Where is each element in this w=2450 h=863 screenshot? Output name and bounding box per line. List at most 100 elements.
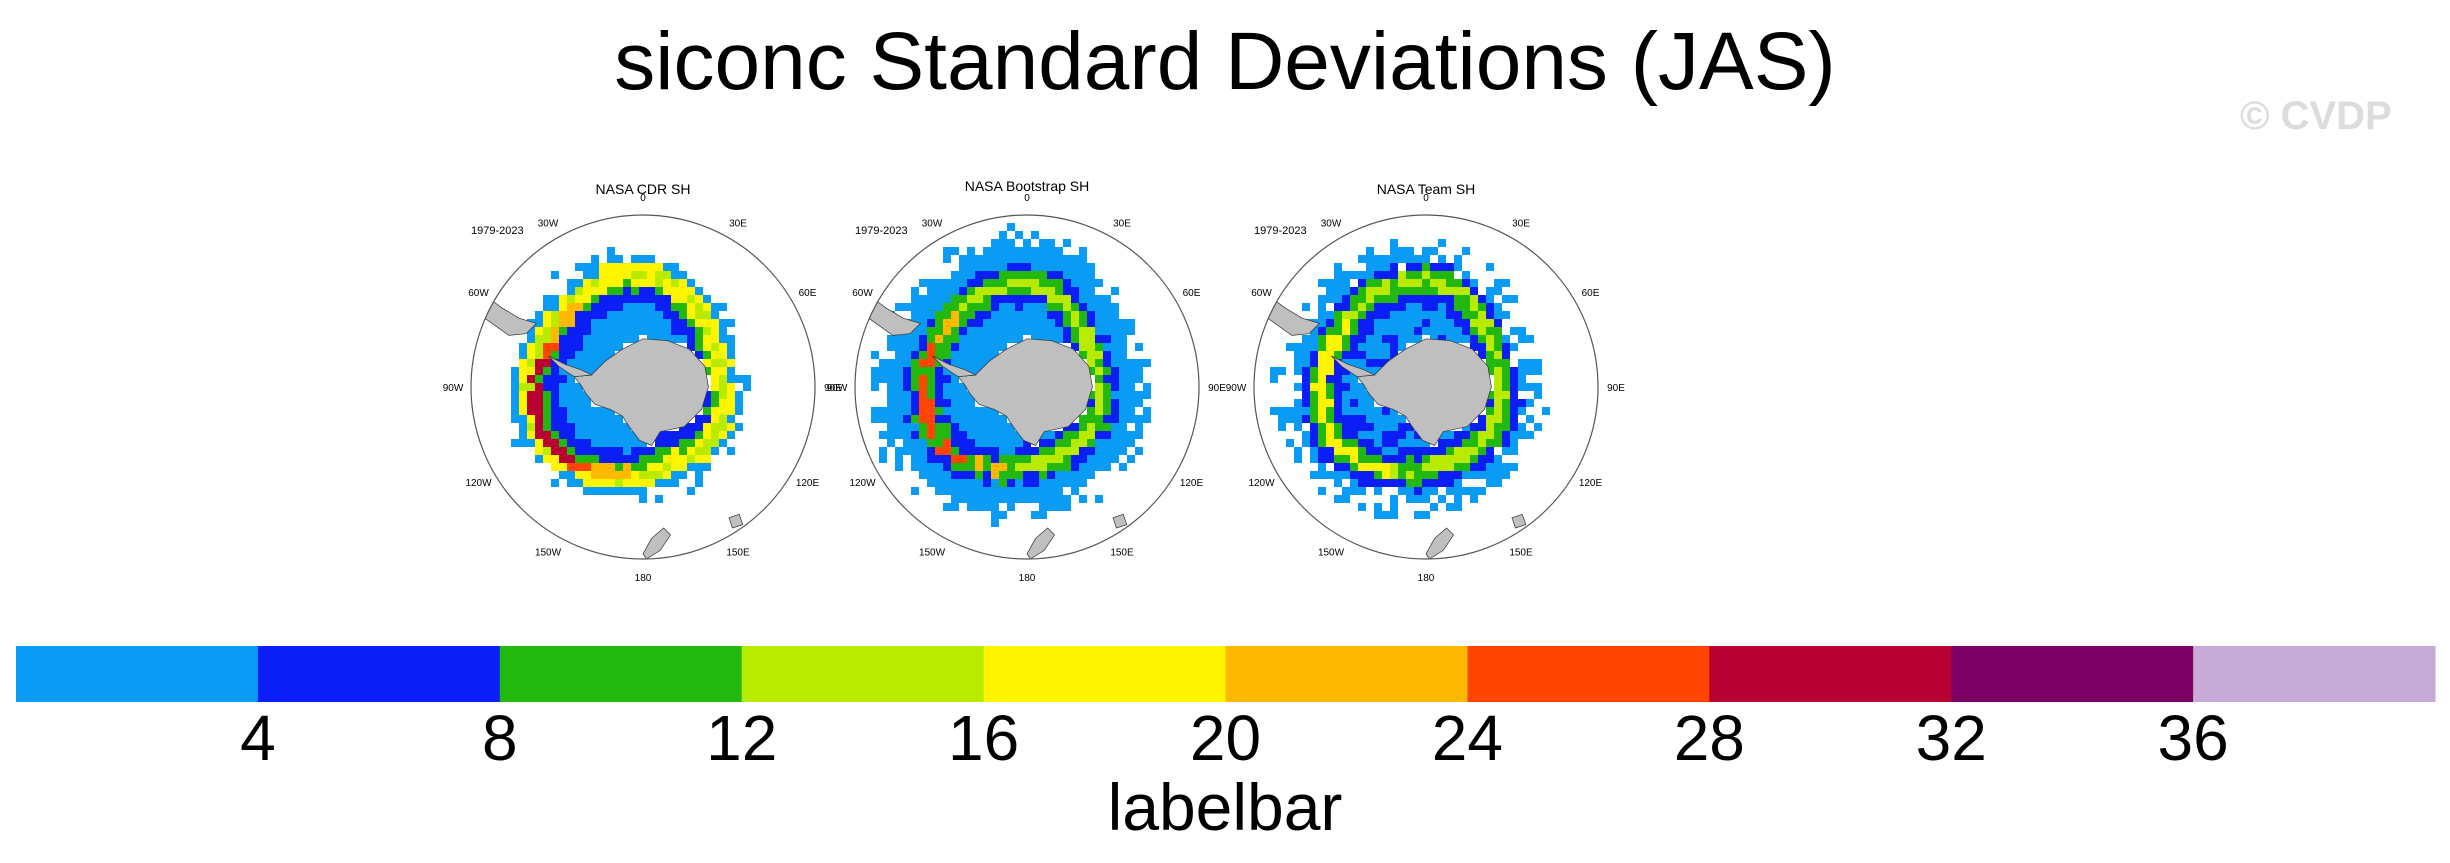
- labelbar-tick-label: 8: [482, 702, 518, 774]
- data-cell: [1079, 271, 1087, 279]
- data-cell: [1502, 463, 1510, 471]
- data-cell: [599, 303, 607, 311]
- data-cell: [695, 455, 703, 463]
- data-cell: [687, 311, 695, 319]
- data-cell: [719, 407, 727, 415]
- data-cell: [551, 391, 559, 399]
- data-cell: [655, 279, 663, 287]
- data-cell: [703, 391, 711, 399]
- data-cell: [591, 303, 599, 311]
- data-cell: [695, 335, 703, 343]
- data-cell: [615, 295, 623, 303]
- data-cell: [711, 423, 719, 431]
- data-cell: [1071, 343, 1079, 351]
- data-cell: [967, 335, 975, 343]
- data-cell: [927, 415, 935, 423]
- data-cell: [959, 327, 967, 335]
- data-cell: [1526, 335, 1534, 343]
- data-cell: [1111, 455, 1119, 463]
- data-cell: [671, 335, 679, 343]
- data-cell: [631, 279, 639, 287]
- data-cell: [1055, 247, 1063, 255]
- data-cell: [1302, 359, 1310, 367]
- sea-ice-field: [511, 247, 751, 503]
- data-cell: [967, 463, 975, 471]
- data-cell: [1422, 447, 1430, 455]
- data-cell: [1414, 495, 1422, 503]
- data-cell: [1326, 391, 1334, 399]
- data-cell: [1087, 295, 1095, 303]
- data-cell: [1031, 255, 1039, 263]
- data-cell: [1454, 439, 1462, 447]
- data-cell: [1079, 463, 1087, 471]
- data-cell: [655, 303, 663, 311]
- data-cell: [1007, 431, 1015, 439]
- data-cell: [1302, 399, 1310, 407]
- data-cell: [671, 319, 679, 327]
- data-cell: [703, 303, 711, 311]
- data-cell: [1342, 311, 1350, 319]
- data-cell: [743, 383, 751, 391]
- data-cell: [999, 335, 1007, 343]
- data-cell: [591, 351, 599, 359]
- data-cell: [703, 351, 711, 359]
- data-cell: [951, 247, 959, 255]
- data-cell: [703, 311, 711, 319]
- data-cell: [591, 279, 599, 287]
- data-cell: [1031, 327, 1039, 335]
- data-cell: [607, 327, 615, 335]
- data-cell: [639, 327, 647, 335]
- data-cell: [1023, 439, 1031, 447]
- data-cell: [991, 319, 999, 327]
- data-cell: [1047, 263, 1055, 271]
- data-cell: [1055, 479, 1063, 487]
- data-cell: [991, 423, 999, 431]
- data-cell: [535, 399, 543, 407]
- data-cell: [951, 351, 959, 359]
- data-cell: [1406, 327, 1414, 335]
- data-cell: [663, 271, 671, 279]
- data-cell: [1087, 279, 1095, 287]
- longitude-label: 180: [635, 573, 652, 584]
- data-cell: [1462, 439, 1470, 447]
- data-cell: [567, 319, 575, 327]
- data-cell: [1095, 455, 1103, 463]
- data-cell: [511, 399, 519, 407]
- data-cell: [1063, 495, 1071, 503]
- data-cell: [551, 375, 559, 383]
- data-cell: [959, 383, 967, 391]
- data-cell: [1398, 335, 1406, 343]
- data-cell: [1422, 471, 1430, 479]
- data-cell: [1342, 287, 1350, 295]
- data-cell: [1143, 415, 1151, 423]
- longitude-label: 60E: [1183, 288, 1201, 299]
- data-cell: [999, 231, 1007, 239]
- data-cell: [999, 295, 1007, 303]
- data-cell: [663, 471, 671, 479]
- data-cell: [719, 375, 727, 383]
- data-cell: [1047, 327, 1055, 335]
- data-cell: [943, 383, 951, 391]
- data-cell: [647, 447, 655, 455]
- data-cell: [1430, 447, 1438, 455]
- data-cell: [535, 319, 543, 327]
- data-cell: [999, 479, 1007, 487]
- data-cell: [1071, 303, 1079, 311]
- data-cell: [1382, 471, 1390, 479]
- data-cell: [1438, 327, 1446, 335]
- data-cell: [567, 287, 575, 295]
- data-cell: [999, 487, 1007, 495]
- data-cell: [607, 351, 615, 359]
- labelbar-swatch: [1225, 646, 1468, 702]
- data-cell: [711, 351, 719, 359]
- data-cell: [1326, 327, 1334, 335]
- data-cell: [1390, 319, 1398, 327]
- data-cell: [559, 303, 567, 311]
- data-cell: [1079, 415, 1087, 423]
- data-cell: [1382, 407, 1390, 415]
- data-cell: [1454, 279, 1462, 287]
- data-cell: [527, 343, 535, 351]
- data-cell: [1302, 367, 1310, 375]
- data-cell: [599, 439, 607, 447]
- data-cell: [983, 295, 991, 303]
